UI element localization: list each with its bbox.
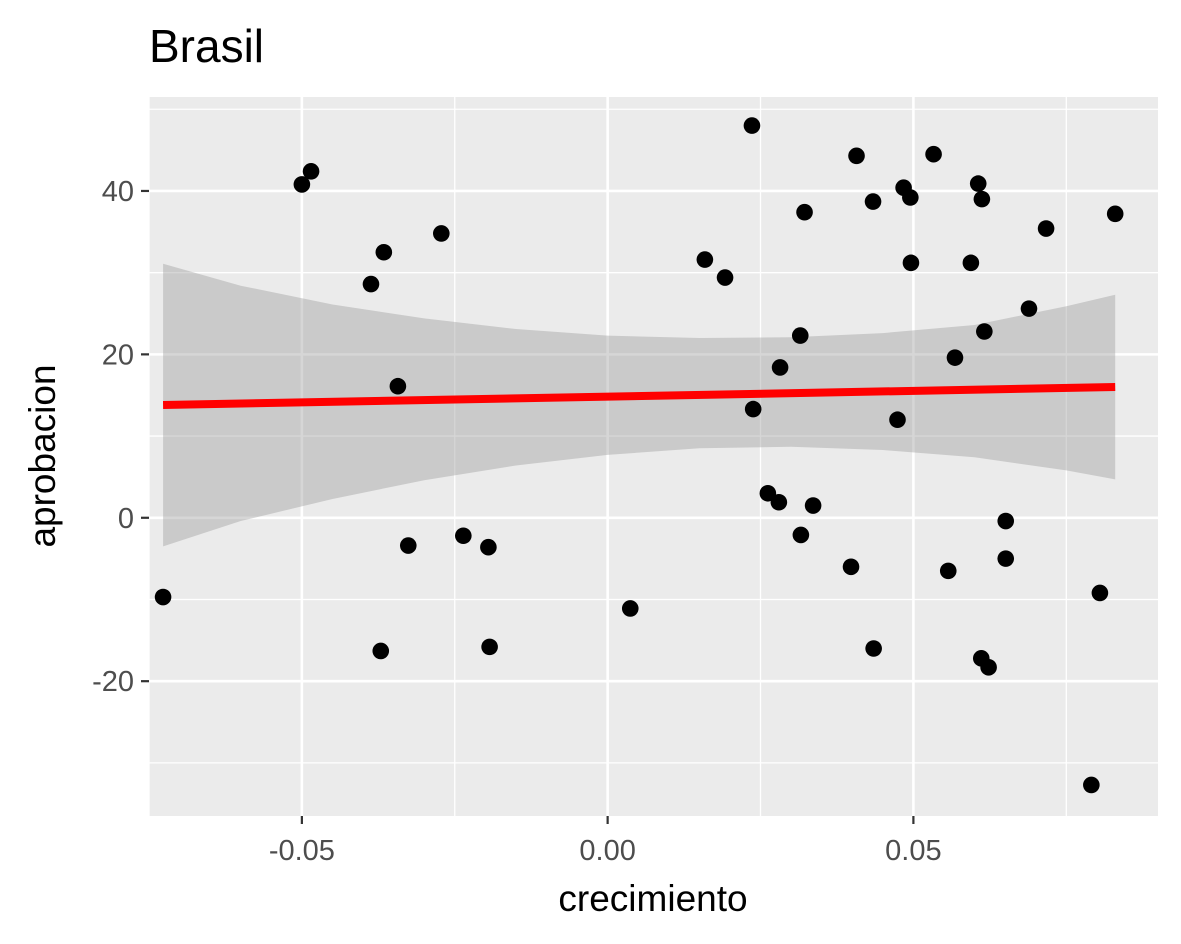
data-point <box>716 269 734 286</box>
chart-title: Brasil <box>149 20 264 72</box>
data-point <box>796 203 813 221</box>
plot-panel <box>149 97 1158 816</box>
data-point <box>1083 776 1100 794</box>
data-point <box>759 484 777 502</box>
data-point <box>293 176 311 193</box>
data-point <box>1106 205 1124 223</box>
x-tick-label: 0.00 <box>579 835 635 867</box>
data-point <box>302 163 320 180</box>
data-point <box>804 497 822 514</box>
data-point <box>362 275 380 293</box>
minor-gridlines <box>148 97 1158 816</box>
y-tick-label: 40 <box>102 176 134 208</box>
data-point <box>1037 220 1055 237</box>
data-point <box>997 550 1015 567</box>
data-points <box>154 117 1124 794</box>
data-point <box>939 562 957 580</box>
data-point <box>925 145 942 163</box>
data-point <box>792 526 810 544</box>
confidence-band <box>163 263 1116 547</box>
x-tick-label: -0.05 <box>269 835 335 867</box>
data-point <box>389 377 407 395</box>
y-tick-label: 20 <box>102 339 134 371</box>
data-point <box>743 117 761 134</box>
data-point <box>696 251 714 268</box>
data-point <box>976 323 993 340</box>
y-tick-label: -20 <box>92 666 134 698</box>
y-tick-label: 0 <box>118 503 134 535</box>
data-point <box>154 588 172 606</box>
data-point <box>969 175 987 192</box>
data-point <box>621 600 639 617</box>
data-point <box>375 243 393 261</box>
data-point <box>433 225 450 242</box>
data-point <box>770 493 788 511</box>
data-point <box>455 527 472 545</box>
data-point <box>1020 300 1038 317</box>
regression-line <box>162 383 1116 410</box>
data-point <box>889 411 906 429</box>
data-point <box>1091 584 1109 602</box>
x-tick-label: 0.05 <box>885 835 941 867</box>
x-axis: -0.05 0.00 0.05 <box>269 816 942 867</box>
data-point <box>480 538 497 556</box>
data-point <box>864 193 882 210</box>
data-point <box>962 254 980 272</box>
data-point <box>902 254 920 272</box>
y-axis-title: aprobacion <box>22 364 63 547</box>
data-point <box>902 189 919 206</box>
data-point <box>481 638 498 656</box>
x-axis-title: crecimiento <box>558 878 747 919</box>
data-point <box>973 190 991 208</box>
data-point <box>791 327 809 344</box>
data-point <box>744 400 762 418</box>
data-point <box>848 147 865 165</box>
data-point <box>946 349 964 366</box>
major-gridlines <box>149 97 1158 816</box>
data-point <box>842 558 860 576</box>
data-point <box>399 537 417 554</box>
data-point <box>997 512 1015 530</box>
y-axis: -20 0 20 40 <box>92 176 149 698</box>
data-point <box>372 642 390 660</box>
data-point <box>865 640 882 657</box>
data-point <box>980 658 997 676</box>
data-point <box>771 359 789 376</box>
